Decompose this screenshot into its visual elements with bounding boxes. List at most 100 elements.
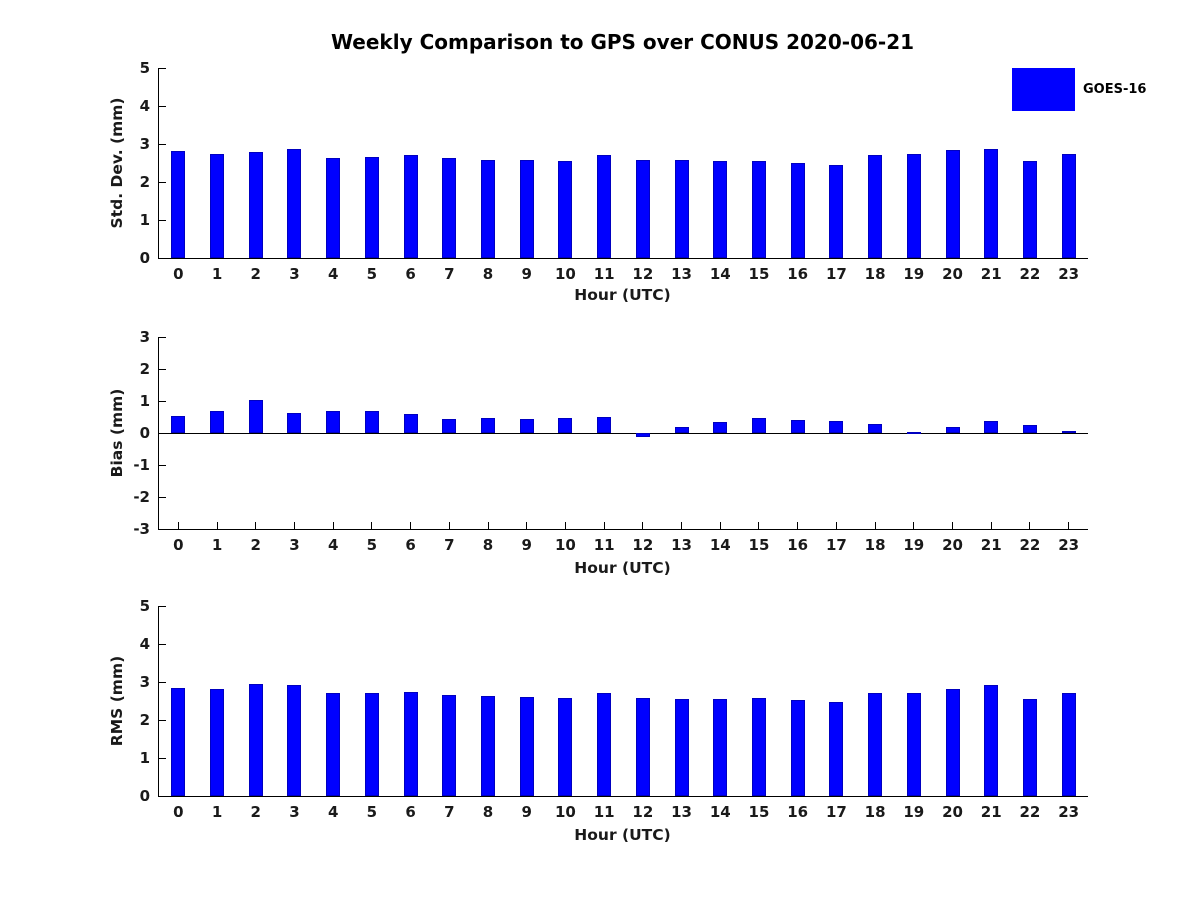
- bar: [945, 150, 960, 258]
- bar: [1022, 698, 1037, 796]
- chart-title: Weekly Comparison to GPS over CONUS 2020…: [330, 30, 915, 54]
- x-tick-label: 21: [980, 536, 1002, 554]
- x-tick-label: 7: [444, 536, 455, 554]
- x-tick-label: 13: [671, 536, 692, 554]
- x-tick-label: 10: [555, 803, 576, 821]
- x-tick-label: 23: [1058, 265, 1080, 283]
- x-tick-label: 9: [521, 265, 532, 283]
- x-tick-label: 16: [787, 803, 809, 821]
- bar: [868, 693, 883, 796]
- y-tick-label: 1: [139, 211, 150, 229]
- bar: [248, 400, 263, 433]
- bar: [558, 698, 573, 796]
- x-tick-label: 18: [864, 803, 886, 821]
- bar: [713, 160, 728, 258]
- y-tick: [159, 219, 166, 221]
- bar: [868, 423, 883, 433]
- x-tick-label: 5: [366, 265, 378, 283]
- x-tick-label: 10: [555, 536, 576, 554]
- x-tick-label: 22: [1019, 536, 1041, 554]
- bar: [1061, 693, 1076, 796]
- x-tick-label: 6: [405, 536, 416, 554]
- x-tick-label: 17: [825, 265, 847, 283]
- bar: [790, 419, 805, 433]
- bar: [210, 411, 225, 433]
- y-tick: [159, 496, 166, 498]
- bar: [829, 420, 844, 433]
- x-tick-label: 5: [366, 803, 378, 821]
- y-tick-label: 3: [139, 673, 150, 691]
- bar: [481, 418, 496, 433]
- y-tick-label: 1: [139, 392, 150, 410]
- bar: [442, 418, 457, 433]
- y-tick: [159, 464, 166, 466]
- y-tick: [159, 681, 166, 683]
- x-tick-label: 4: [327, 265, 339, 283]
- bar: [713, 422, 728, 433]
- x-tick-label: 9: [521, 536, 532, 554]
- bar: [442, 158, 457, 258]
- y-tick: [159, 181, 166, 183]
- x-tick-label: 13: [671, 803, 692, 821]
- bar: [674, 159, 689, 258]
- x-tick-label: 14: [709, 536, 731, 554]
- x-tick-label: 7: [444, 265, 455, 283]
- bar: [1022, 425, 1037, 433]
- y-tick-label: 2: [139, 360, 150, 378]
- bar: [1022, 161, 1037, 258]
- y-tick-label: 0: [139, 424, 150, 442]
- bar: [906, 692, 921, 796]
- y-tick-label: 2: [139, 711, 150, 729]
- legend: GOES-16: [1012, 68, 1146, 111]
- x-tick: [487, 522, 489, 529]
- y-tick-label: -3: [133, 520, 150, 538]
- legend-label: GOES-16: [1083, 82, 1147, 97]
- x-tick-label: 6: [405, 803, 416, 821]
- x-tick-label: 20: [942, 536, 963, 554]
- bar: [1061, 431, 1076, 434]
- x-axis-label: Hour (UTC): [574, 286, 671, 304]
- x-tick-label: 0: [173, 803, 184, 821]
- y-tick: [159, 719, 166, 721]
- bar: [171, 150, 186, 258]
- x-tick-label: 20: [942, 803, 963, 821]
- bar: [248, 151, 263, 258]
- y-tick-label: 1: [139, 749, 150, 767]
- bar: [1061, 154, 1076, 258]
- x-tick: [642, 522, 644, 529]
- bar: [364, 156, 379, 258]
- x-tick: [913, 522, 915, 529]
- x-tick-label: 22: [1019, 265, 1041, 283]
- x-tick-label: 0: [173, 536, 184, 554]
- bar: [945, 426, 960, 433]
- x-tick: [371, 522, 373, 529]
- bar: [790, 699, 805, 796]
- bar: [326, 692, 341, 796]
- x-tick-label: 8: [482, 536, 494, 554]
- bar: [751, 697, 766, 796]
- bar: [481, 159, 496, 258]
- y-tick: [159, 643, 166, 645]
- x-tick-label: 2: [250, 265, 261, 283]
- x-tick-label: 23: [1058, 803, 1080, 821]
- x-tick-label: 1: [211, 536, 223, 554]
- bar: [597, 693, 612, 796]
- bar: [171, 416, 186, 433]
- x-tick-label: 15: [748, 265, 770, 283]
- bar: [171, 687, 186, 796]
- y-tick-label: 5: [139, 597, 150, 615]
- x-tick: [448, 522, 450, 529]
- y-tick: [159, 400, 166, 402]
- x-tick: [177, 522, 179, 529]
- y-tick: [159, 757, 166, 759]
- x-tick-label: 16: [787, 536, 809, 554]
- x-tick: [758, 522, 760, 529]
- bar: [829, 701, 844, 796]
- bar: [519, 159, 534, 258]
- bar: [906, 431, 921, 434]
- bar: [442, 695, 457, 796]
- bar: [945, 688, 960, 796]
- x-tick: [216, 522, 218, 529]
- bar: [790, 163, 805, 258]
